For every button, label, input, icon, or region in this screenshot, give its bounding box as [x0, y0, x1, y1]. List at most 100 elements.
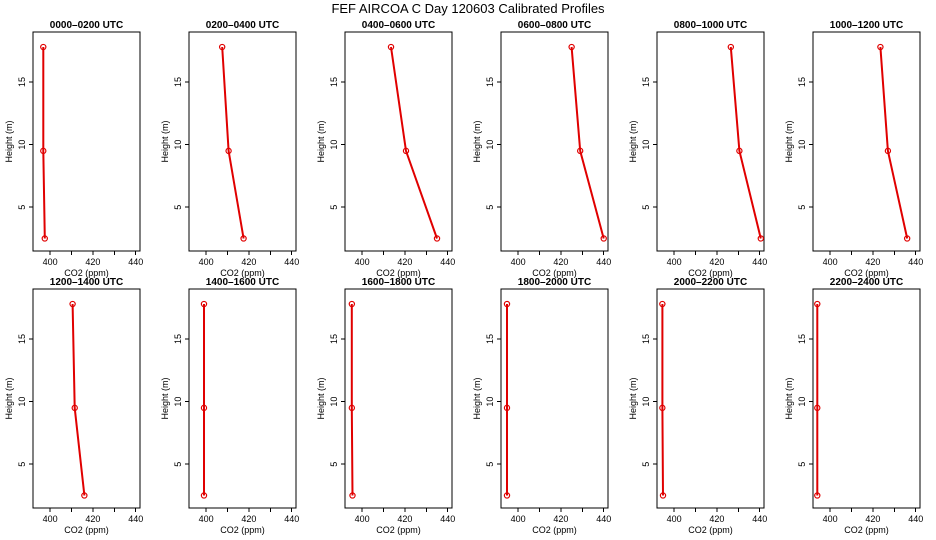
data-point	[877, 43, 884, 51]
y-tick-label: 10	[797, 140, 807, 150]
y-axis-title: Height (m)	[160, 377, 170, 419]
y-tick-label: 15	[17, 334, 27, 344]
data-point	[240, 235, 247, 242]
data-point	[225, 147, 232, 155]
y-tick-label: 15	[485, 77, 495, 87]
profile-line	[221, 46, 245, 239]
data-point	[71, 404, 78, 412]
y-axis-title: Height (m)	[4, 120, 14, 162]
x-tick-label: 420	[553, 257, 568, 267]
y-tick-label: 5	[17, 205, 27, 210]
profile-line	[729, 46, 762, 239]
data-point	[503, 300, 511, 308]
x-tick-label: 400	[355, 257, 370, 267]
data-point	[884, 147, 892, 155]
data-point	[348, 300, 356, 308]
plot-frame	[812, 31, 921, 252]
x-axis-title: CO2 (ppm)	[688, 525, 733, 535]
y-tick-label: 15	[641, 334, 651, 344]
data-point	[727, 43, 735, 51]
x-axis-title: CO2 (ppm)	[376, 525, 421, 535]
plot-frame	[344, 31, 453, 252]
panel-title: 0400–0600 UTC	[362, 20, 435, 31]
profile-line	[390, 46, 438, 239]
plot-frame	[32, 31, 141, 252]
y-tick-label: 15	[641, 77, 651, 87]
x-tick-label: 400	[823, 514, 838, 524]
y-tick-label: 15	[17, 77, 27, 87]
data-point	[348, 404, 356, 412]
y-tick-label: 15	[485, 334, 495, 344]
y-tick-label: 15	[797, 334, 807, 344]
chart-panel-8: 1400–1600 UTC 400 420 440 5 10 15 CO2 (ppm) Heig…	[160, 277, 299, 535]
x-tick-label: 440	[908, 514, 923, 524]
y-tick-label: 10	[797, 397, 807, 407]
x-tick-label: 400	[43, 257, 58, 267]
chart-panel-3: 0400–0600 UTC 400 420 440 5 10 15 CO2 (ppm) Heig…	[316, 20, 455, 278]
x-tick-label: 440	[440, 257, 455, 267]
data-point	[659, 404, 666, 412]
data-point	[600, 235, 607, 242]
y-tick-label: 5	[485, 205, 495, 210]
x-tick-label: 440	[284, 514, 299, 524]
x-axis-title: CO2 (ppm)	[532, 525, 577, 535]
data-point	[40, 147, 47, 155]
panel-title: 0000–0200 UTC	[50, 20, 123, 31]
panel-title: 0800–1000 UTC	[674, 20, 747, 31]
x-axis-title: CO2 (ppm)	[376, 268, 421, 278]
y-axis-title: Height (m)	[784, 120, 794, 162]
y-tick-label: 10	[173, 140, 183, 150]
data-point	[568, 43, 575, 51]
data-point	[757, 235, 764, 242]
x-tick-label: 420	[709, 257, 724, 267]
plot-frame	[188, 31, 297, 252]
y-axis-title: Height (m)	[472, 120, 482, 162]
x-tick-label: 420	[397, 257, 412, 267]
plot-frame	[656, 288, 765, 509]
x-tick-label: 420	[85, 514, 100, 524]
profile-line	[661, 304, 664, 496]
x-tick-label: 440	[284, 257, 299, 267]
y-tick-label: 10	[641, 397, 651, 407]
plot-frame	[188, 288, 297, 509]
y-tick-label: 5	[17, 462, 27, 467]
profile-line	[350, 304, 354, 496]
y-tick-label: 5	[329, 462, 339, 467]
y-axis-title: Height (m)	[316, 377, 326, 419]
x-tick-label: 400	[511, 257, 526, 267]
data-point	[814, 300, 821, 308]
panel-title: 1000–1200 UTC	[830, 20, 903, 31]
profile-line	[570, 46, 605, 239]
panel-title: 1800–2000 UTC	[518, 277, 591, 288]
chart-panel-12: 2200–2400 UTC 400 420 440 5 10 15 CO2 (ppm) Heig…	[784, 277, 923, 535]
data-point	[349, 492, 356, 499]
data-point	[200, 300, 208, 308]
y-tick-label: 15	[329, 77, 339, 87]
chart-panel-5: 0800–1000 UTC 400 420 440 5 10 15 CO2 (ppm) Heig…	[628, 20, 767, 278]
x-tick-label: 400	[667, 514, 682, 524]
data-point	[200, 404, 208, 412]
data-point	[402, 147, 410, 155]
y-tick-label: 15	[329, 334, 339, 344]
page-title: FEF AIRCOA C Day 120603 Calibrated Profi…	[331, 1, 605, 16]
data-point	[387, 43, 395, 51]
data-point	[736, 147, 743, 155]
plot-frame	[500, 288, 609, 509]
data-point	[40, 43, 47, 51]
panel-title: 0600–0800 UTC	[518, 20, 591, 31]
plot-frame	[344, 288, 453, 509]
x-tick-label: 400	[355, 514, 370, 524]
chart-panel-10: 1800–2000 UTC 400 420 440 5 10 15 CO2 (ppm) Heig…	[472, 277, 611, 535]
y-tick-label: 10	[173, 397, 183, 407]
y-tick-label: 10	[17, 140, 27, 150]
x-axis-title: CO2 (ppm)	[844, 525, 889, 535]
chart-panel-9: 1600–1800 UTC 400 420 440 5 10 15 CO2 (ppm) Heig…	[316, 277, 455, 535]
x-tick-label: 420	[85, 257, 100, 267]
data-point	[814, 492, 821, 499]
profile-line	[879, 46, 909, 239]
data-point	[503, 492, 511, 499]
x-tick-label: 420	[241, 257, 256, 267]
y-tick-label: 10	[329, 140, 339, 150]
data-point	[814, 404, 821, 412]
x-axis-title: CO2 (ppm)	[64, 268, 109, 278]
